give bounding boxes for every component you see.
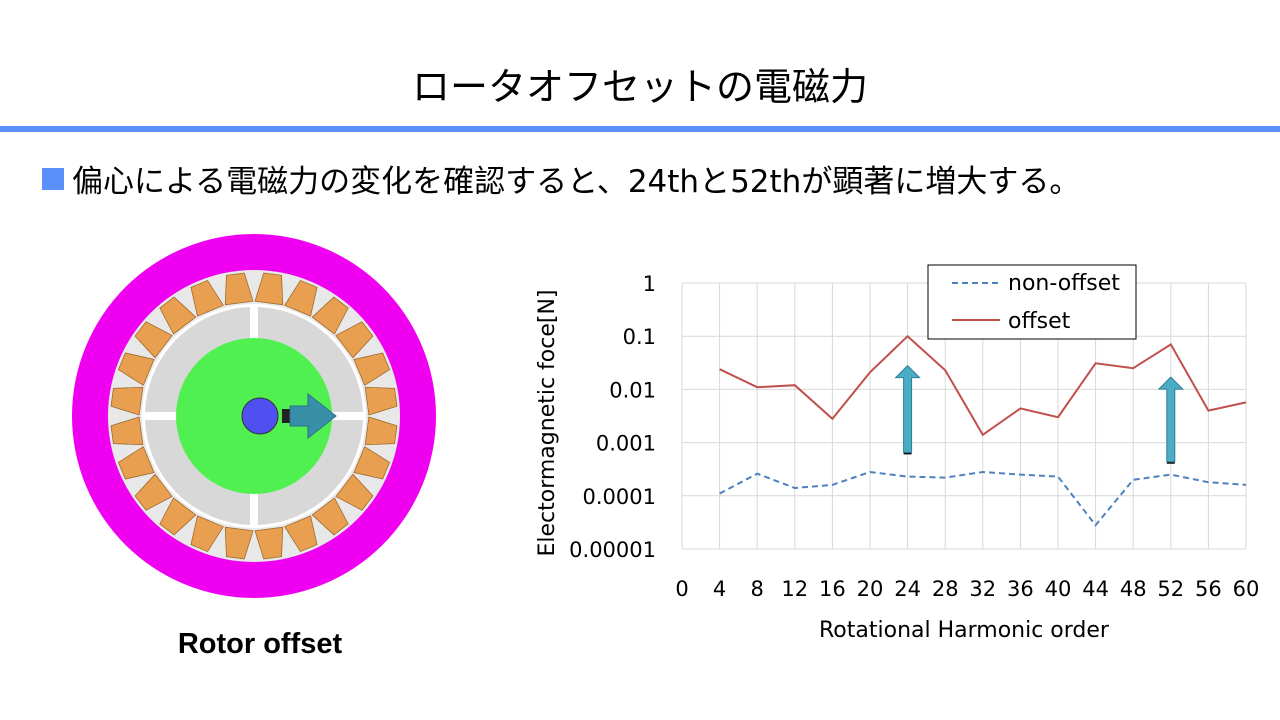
title-divider xyxy=(0,126,1280,132)
coil xyxy=(335,473,374,511)
coil xyxy=(190,515,224,553)
coil xyxy=(110,416,144,446)
coil xyxy=(134,321,173,359)
y-tick-label: 1 xyxy=(643,272,656,296)
coil xyxy=(335,321,374,359)
coil xyxy=(254,526,284,560)
x-tick-label: 52 xyxy=(1157,577,1184,601)
x-tick-label: 40 xyxy=(1045,577,1072,601)
coil xyxy=(134,473,173,511)
bullet-text: 偏心による電磁力の変化を確認すると、24thと52thが顕著に増大する。 xyxy=(72,164,1081,200)
coil xyxy=(353,446,391,480)
coil xyxy=(224,272,254,306)
rotor-slit xyxy=(250,492,258,526)
y-tick-label: 0.0001 xyxy=(583,485,656,509)
motor-cross-section xyxy=(72,234,436,598)
coil xyxy=(311,296,349,335)
x-tick-label: 48 xyxy=(1120,577,1147,601)
x-tick-label: 20 xyxy=(857,577,884,601)
x-tick-label: 24 xyxy=(894,577,921,601)
x-axis-label: Rotational Harmonic order xyxy=(819,618,1110,643)
coil xyxy=(353,352,391,386)
y-tick-labels: 0.00001 0.0001 0.001 0.01 0.1 1 xyxy=(569,272,656,562)
coil xyxy=(364,416,398,446)
shaft xyxy=(241,397,279,435)
coil xyxy=(224,526,254,560)
y-tick-label: 0.01 xyxy=(609,378,656,402)
up-arrow-icon xyxy=(894,364,921,455)
bullet-item: 偏心による電磁力の変化を確認すると、24thと52thが顕著に増大する。 xyxy=(42,160,1262,204)
x-tick-label: 56 xyxy=(1195,577,1222,601)
x-tick-label: 28 xyxy=(932,577,959,601)
rotor-pole-slits xyxy=(144,306,364,526)
chart-legend: non-offset offset xyxy=(927,264,1137,340)
x-tick-label: 8 xyxy=(751,577,764,601)
coil xyxy=(117,352,155,386)
arrow-right-icon xyxy=(282,392,337,440)
chart-annotations xyxy=(894,364,1185,464)
coil-group xyxy=(110,272,398,560)
series-lines xyxy=(719,334,1247,527)
legend-label-non-offset: non-offset xyxy=(1008,271,1120,296)
x-tick-label: 12 xyxy=(781,577,808,601)
y-tick-label: 0.00001 xyxy=(569,538,656,562)
y-tick-label: 0.1 xyxy=(623,325,656,349)
x-tick-label: 16 xyxy=(819,577,846,601)
x-tick-label: 4 xyxy=(713,577,726,601)
coil xyxy=(254,272,284,306)
x-tick-label: 32 xyxy=(969,577,996,601)
square-bullet-icon xyxy=(42,168,64,190)
rotor-slit xyxy=(250,306,258,340)
rotor-slit xyxy=(144,412,178,420)
coil xyxy=(311,497,349,536)
coil xyxy=(159,296,197,335)
slide-title: ロータオフセットの電磁力 xyxy=(411,65,868,109)
figure-caption: Rotor offset xyxy=(177,628,343,660)
coil xyxy=(110,386,144,416)
legend-label-offset: offset xyxy=(1008,309,1071,334)
coil xyxy=(117,446,155,480)
x-tick-label: 60 xyxy=(1233,577,1260,601)
coil xyxy=(364,386,398,416)
coil xyxy=(284,515,318,553)
y-axis-label: Electormagnetic foce[N] xyxy=(535,289,560,556)
x-tick-label: 36 xyxy=(1007,577,1034,601)
y-tick-label: 0.001 xyxy=(596,432,656,456)
x-tick-labels: 0 4 8 12 16 20 24 28 32 36 40 44 48 52 56 60 xyxy=(675,577,1259,601)
rotor-slit xyxy=(330,412,364,420)
series-line-non-offset xyxy=(719,470,1247,527)
x-tick-label: 44 xyxy=(1082,577,1109,601)
up-arrow-icon xyxy=(1157,376,1185,464)
coil xyxy=(190,279,224,317)
series-line-offset xyxy=(719,334,1247,437)
legend-box xyxy=(927,264,1137,340)
coil xyxy=(284,279,318,317)
x-tick-label: 0 xyxy=(675,577,688,601)
coil xyxy=(159,497,197,536)
